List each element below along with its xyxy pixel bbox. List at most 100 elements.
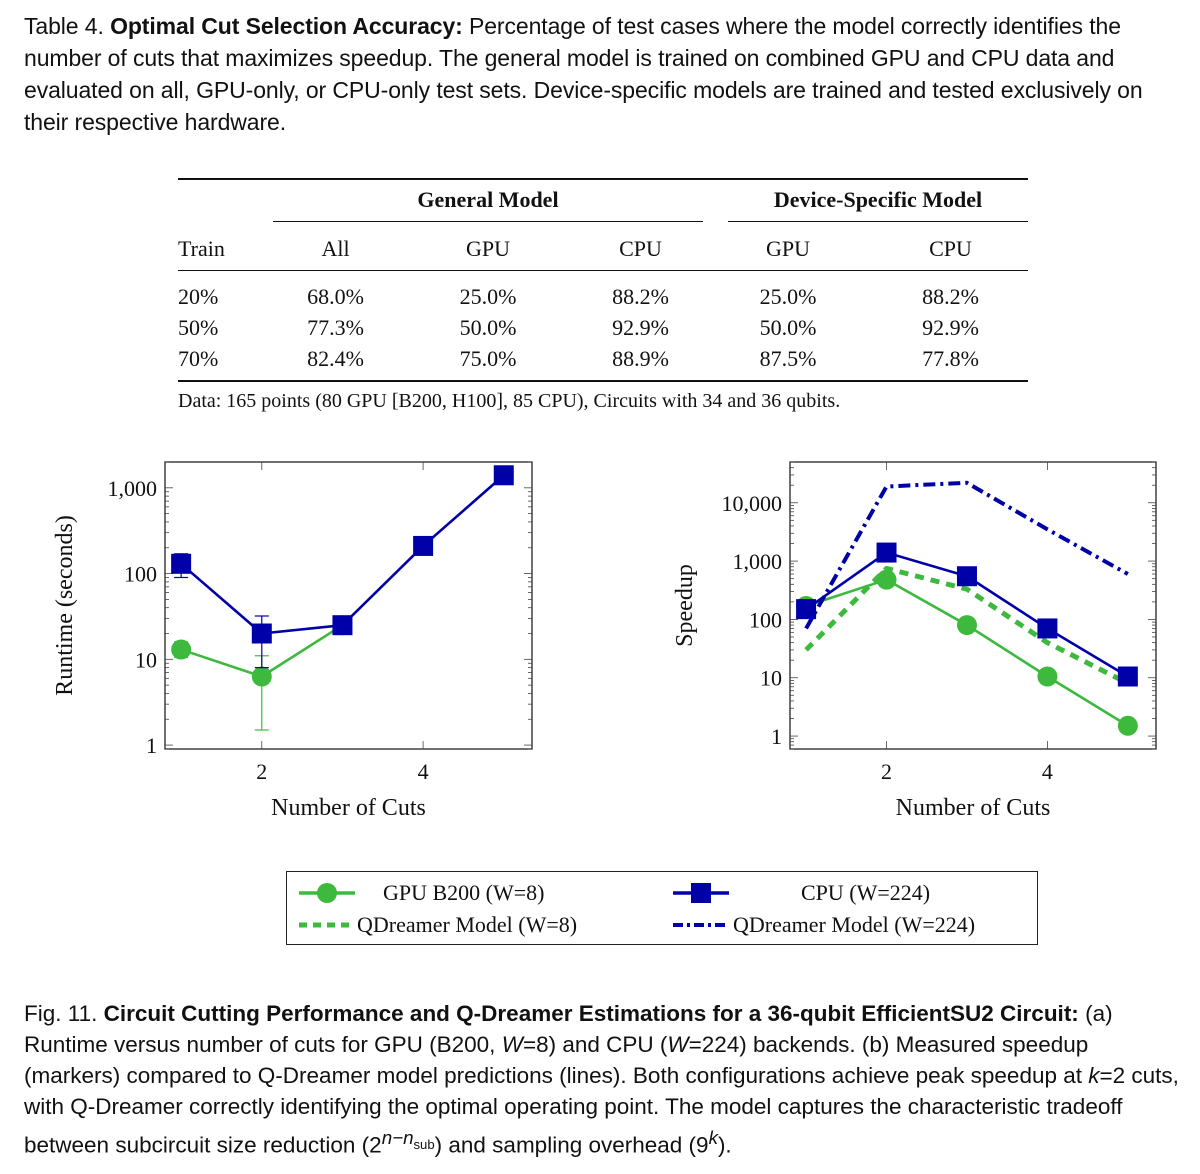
series-line-3 [804, 480, 1129, 630]
plot-frame [164, 461, 533, 750]
table-cell: 20% [178, 283, 219, 309]
data-point-square [332, 615, 353, 636]
figure-caption-text-3: =224) backends. (b) Measured speedup (ma… [24, 1032, 1089, 1088]
x-axis-label: Number of Cuts [271, 795, 426, 821]
figure-caption-k: k [1088, 1063, 1100, 1088]
x-axis-label: Number of Cuts [896, 795, 1051, 821]
figure-caption-text-1: (a) Runtime versus number of cuts for GP… [24, 1001, 1113, 1057]
y-tick-label: 100 [124, 562, 157, 587]
legend-cpu-marker-icon [673, 883, 729, 903]
data-point-circle [956, 615, 977, 636]
table-caption-title: Optimal Cut Selection Accuracy: [110, 13, 463, 39]
data-point-square [251, 623, 272, 644]
x-tick-label: 2 [881, 759, 892, 784]
series-line-1 [180, 474, 505, 635]
y-tick-label: 1,000 [733, 549, 783, 574]
plot-frame [789, 461, 1157, 750]
series-line-1 [804, 565, 1129, 686]
figure-caption-text-6: ). [717, 1132, 732, 1158]
data-point-square [171, 553, 192, 574]
data-point-square [1117, 666, 1138, 687]
y-tick-label: 1 [146, 733, 157, 758]
data-point-square [493, 465, 514, 486]
table-caption-label: Table 4. [24, 13, 104, 39]
speedup-chart: 1 10 100 1,000 10,000 2 4 Number of Cuts Speedup [672, 461, 1157, 821]
figure-caption: Fig. 11. Circuit Cutting Performance and… [24, 998, 1184, 1161]
legend-qdreamer-gpu-dashed-icon [299, 922, 355, 928]
data-point-square [876, 542, 897, 563]
data-point-circle [171, 639, 192, 660]
table-cell: 87.5% [759, 345, 817, 371]
col-header-cpu: CPU [619, 236, 662, 261]
legend-cpu-label: CPU (W=224) [801, 880, 931, 905]
table-cell: 92.9% [922, 314, 979, 340]
data-point-circle [1117, 715, 1138, 736]
col-header-gpu: GPU [465, 236, 510, 261]
x-tick-label: 4 [418, 759, 429, 784]
figure-caption-text-5: ) and sampling overhead (9 [434, 1132, 709, 1158]
data-point-circle [876, 569, 897, 590]
legend-qdreamer-cpu-label: QDreamer Model (W=224) [733, 912, 976, 937]
x-tick-label: 4 [1042, 759, 1053, 784]
data-point-circle [1037, 666, 1058, 687]
figure-caption-exponent-sub: sub [413, 1136, 435, 1152]
y-tick-label: 100 [749, 607, 782, 632]
table-cell: 70% [178, 345, 219, 371]
y-axis-label: Runtime (seconds) [52, 515, 78, 696]
table-cell-best: 82.4% [307, 345, 364, 371]
figure-caption-w: W [501, 1032, 523, 1057]
data-point-circle [251, 666, 272, 687]
table-note: Data: 165 points (80 GPU [B200, H100], 8… [178, 390, 841, 412]
table-cell: 50% [178, 314, 219, 340]
y-axis-label: Speedup [672, 564, 698, 647]
figure-caption-title: Circuit Cutting Performance and Q-Dreame… [103, 1001, 1079, 1026]
table-row: 70% 82.4% 75.0% 88.9% 87.5% 77.8% [178, 343, 1028, 381]
table-cell: 88.9% [612, 345, 669, 371]
table-cell: 50.0% [459, 314, 517, 340]
table-cell: 77.8% [922, 345, 979, 371]
table-cell: 75.0% [459, 345, 517, 371]
data-point-square [413, 535, 434, 556]
table-cell: 88.2% [922, 283, 979, 309]
data-point-square [796, 599, 817, 620]
legend-qdreamer-gpu-label: QDreamer Model (W=8) [357, 912, 578, 937]
table-row: 20% 68.0% 25.0% 88.2% 25.0% 88.2% [178, 271, 1028, 313]
figure-caption-text-2: =8) and CPU ( [522, 1032, 668, 1057]
table-caption-text: Percentage of test cases where the model… [24, 13, 1143, 135]
table-row: 50% 77.3% 50.0% 92.9% 50.0% 92.9% [178, 312, 1028, 343]
x-tick-label: 2 [256, 759, 267, 784]
col-header-device-cpu: CPU [929, 236, 972, 261]
figure-caption-label: Fig. 11. [24, 1001, 98, 1026]
table-cell: 25.0% [759, 283, 817, 309]
legend-qdreamer-cpu-dashdot-icon [673, 923, 729, 927]
table-cell: 68.0% [307, 283, 364, 309]
col-header-device-gpu: GPU [765, 236, 810, 261]
data-point-square [1037, 618, 1058, 639]
table-cell: 92.9% [612, 314, 669, 340]
group-general-model: General Model [273, 187, 703, 222]
y-tick-label: 10,000 [722, 491, 783, 516]
table-cell: 77.3% [307, 314, 364, 340]
table-caption: Table 4. Optimal Cut Selection Accuracy:… [24, 10, 1184, 138]
figure-caption-k-exponent-text: k [708, 1127, 718, 1148]
table-cell: 25.0% [459, 283, 517, 309]
results-table: General Model Device-Specific Model Trai… [178, 178, 1028, 382]
figure-caption-text-4: =2 cuts, with Q-Dreamer correctly identi… [24, 1063, 1179, 1158]
table-cell: 88.2% [612, 283, 669, 309]
legend-gpu-label: GPU B200 (W=8) [383, 880, 545, 905]
figure-caption-exponent: n−nsub [381, 1127, 435, 1152]
legend-gpu-marker-icon [299, 883, 355, 903]
figure-caption-w: W [667, 1032, 689, 1057]
y-tick-label: 1,000 [108, 476, 158, 501]
y-tick-label: 1 [771, 724, 782, 749]
group-device-specific-model: Device-Specific Model [728, 187, 1028, 222]
chart-legend: GPU B200 (W=8) QDreamer Model (W=8) CPU … [286, 871, 1038, 945]
data-point-square [956, 566, 977, 587]
table-cell: 50.0% [759, 314, 817, 340]
col-header-all: All [321, 236, 350, 261]
figure-caption-k-exponent: k [709, 1127, 718, 1148]
y-tick-label: 10 [760, 666, 782, 691]
runtime-chart: 1 10 100 1,000 2 4 Number of Cuts Runtime (seco… [52, 461, 533, 821]
col-header-train: Train [178, 236, 225, 261]
figure-caption-exponent-text: n−n [381, 1127, 414, 1148]
